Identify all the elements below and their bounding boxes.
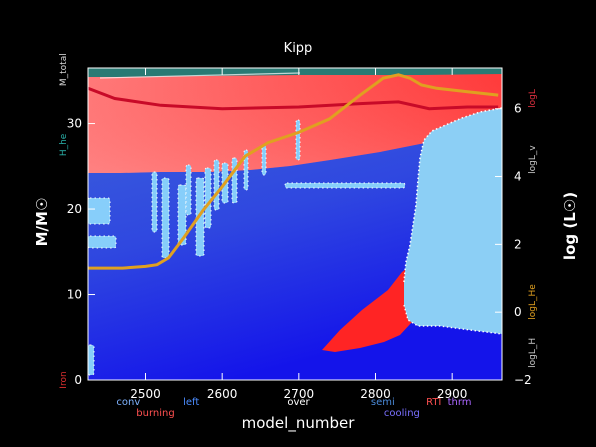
y2-tick-label: 4 (514, 170, 522, 184)
y2-tick-label: 0 (514, 305, 522, 319)
convective-zone (214, 160, 219, 210)
convective-zone (186, 165, 191, 215)
convective-zone-edge (195, 177, 205, 257)
convective-zone-edge (88, 235, 117, 249)
legend-item: RTI (426, 397, 441, 408)
legend-item: burning (136, 408, 174, 419)
burning-region-shade (88, 68, 502, 173)
x-axis: 2500 2600 2700 2800 2900 (130, 68, 467, 401)
chart-title: Kipp (284, 41, 313, 56)
convective-zone (232, 158, 237, 203)
log-l-he-line (88, 73, 499, 270)
convective-zone-edge (185, 164, 192, 216)
convective-zone-edge (88, 344, 95, 376)
legend-item: over (287, 397, 310, 408)
convective-zone-edge (231, 157, 238, 204)
right-annotation: logL_v (528, 145, 538, 174)
right-annotation: logL_He (528, 284, 538, 320)
legend-item: conv (116, 397, 140, 408)
y-tick-label: 20 (67, 202, 82, 216)
convective-zone (285, 183, 405, 188)
y-axis: 0 10 20 30 (67, 117, 95, 387)
legend-item: semi (371, 397, 395, 408)
convective-zone (205, 168, 211, 228)
left-annotation: H_he (59, 133, 69, 156)
left-annotations: M_total H_he Iron (59, 53, 69, 388)
convective-core (404, 108, 502, 334)
convective-zone (88, 198, 110, 224)
legend-item: cooling (384, 408, 420, 419)
convective-zone-edge (243, 149, 249, 191)
convective-zone (88, 236, 116, 248)
left-annotation: M_total (59, 53, 69, 86)
plot-frame (87, 67, 503, 381)
convective-zone (244, 150, 248, 190)
right-annotation: logL (528, 89, 538, 108)
y2-tick-label: −2 (514, 373, 532, 387)
convective-zone-edge (221, 162, 229, 204)
x-tick-label: 2900 (437, 387, 468, 401)
x-tick-label: 2700 (284, 387, 315, 401)
convective-zone-edge (284, 182, 406, 189)
legend-item: thrm (448, 397, 472, 408)
plot-area (88, 68, 502, 380)
convective-zone (262, 145, 266, 175)
convective-core-edge (403, 107, 502, 283)
x-tick-label: 2800 (360, 387, 391, 401)
x-axis-label: model_number (242, 414, 356, 433)
y-tick-label: 10 (67, 288, 82, 302)
convective-zone-edge (295, 119, 301, 161)
convective-zone-edge (213, 159, 220, 211)
legend-item: left (183, 397, 199, 408)
right-annotations: logL logL_v logL_He logL_H (528, 89, 538, 368)
y2-axis-label: log (L☉) (561, 192, 579, 260)
x-tick-label: 2500 (130, 387, 161, 401)
convective-zone (296, 120, 300, 160)
convective-zone-edge (88, 197, 111, 225)
convective-zone (162, 178, 169, 258)
convective-core-bottom-edge (403, 304, 502, 335)
left-annotation: Iron (59, 371, 69, 388)
convective-zone (88, 345, 94, 375)
right-annotation: logL_H (528, 338, 538, 368)
y2-axis: −2 0 2 4 6 (495, 102, 532, 387)
log-l-line (88, 86, 499, 111)
y-axis-label: M/M☉ (33, 198, 51, 247)
core-burning-shell (322, 266, 418, 352)
total-mass-line (99, 72, 301, 79)
convective-zone (152, 172, 157, 232)
convective-zone-edge (177, 184, 187, 246)
y-tick-label: 30 (67, 117, 82, 131)
y-tick-label: 0 (74, 373, 82, 387)
convective-zone (178, 185, 186, 245)
y2-tick-label: 2 (514, 237, 522, 251)
convective-zone-edge (151, 171, 158, 233)
x-tick-label: 2600 (207, 387, 238, 401)
y2-tick-label: 6 (514, 102, 522, 116)
convective-zone-edge (204, 167, 212, 229)
